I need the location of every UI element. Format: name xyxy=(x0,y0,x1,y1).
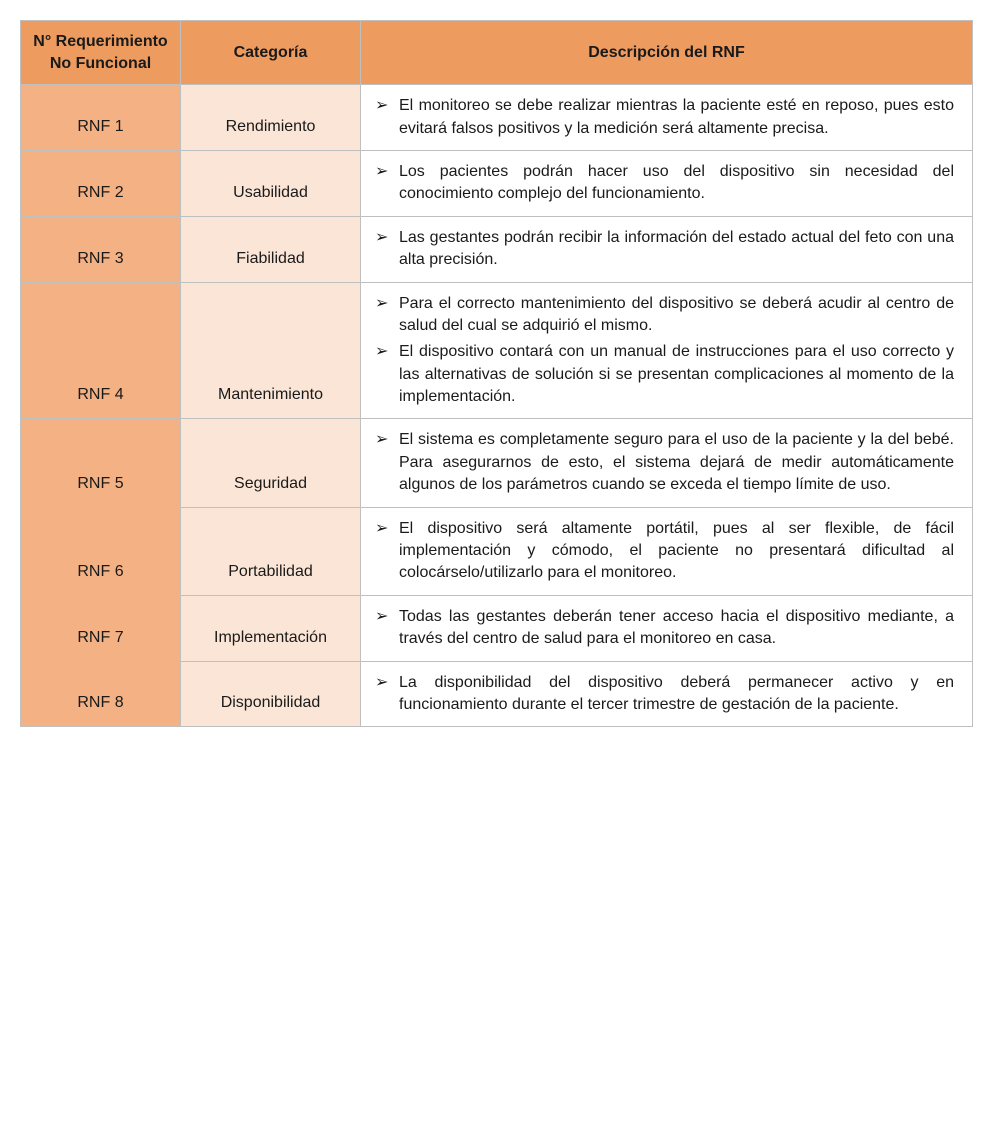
desc-list: ➢Las gestantes podrán recibir la informa… xyxy=(375,225,954,274)
cell-id: RNF 6 xyxy=(21,507,181,595)
table-row: RNF 3Fiabilidad ➢Las gestantes podrán rec… xyxy=(21,216,973,282)
cell-id: RNF 4 xyxy=(21,282,181,419)
desc-item: ➢La disponibilidad del dispositivo deber… xyxy=(375,670,954,719)
cell-cat: Usabilidad xyxy=(181,150,361,216)
cell-cat: Rendimiento xyxy=(181,85,361,151)
table-row: RNF 8Disponibilidad ➢La disponibilidad de… xyxy=(21,661,973,727)
cell-cat: Fiabilidad xyxy=(181,216,361,282)
desc-item: ➢El dispositivo será altamente portátil,… xyxy=(375,516,954,587)
desc-text: Las gestantes podrán recibir la informac… xyxy=(399,227,954,272)
desc-item: ➢Las gestantes podrán recibir la informa… xyxy=(375,225,954,274)
bullet-icon: ➢ xyxy=(375,95,399,117)
table-row: RNF 2Usabilidad ➢Los pacientes podrán hac… xyxy=(21,150,973,216)
bullet-icon: ➢ xyxy=(375,227,399,249)
table-row: RNF 6Portabilidad➢El dispositivo será al… xyxy=(21,507,973,595)
desc-text: Los pacientes podrán hacer uso del dispo… xyxy=(399,161,954,206)
desc-text: El dispositivo contará con un manual de … xyxy=(399,341,954,408)
desc-text: Para el correcto mantenimiento del dispo… xyxy=(399,293,954,338)
bullet-icon: ➢ xyxy=(375,161,399,183)
desc-item: ➢El sistema es completamente seguro para… xyxy=(375,427,954,498)
desc-item: ➢Todas las gestantes deberán tener acces… xyxy=(375,604,954,653)
table-row: RNF 1Rendimiento ➢El monitoreo se debe re… xyxy=(21,85,973,151)
cell-desc: ➢El monitoreo se debe realizar mientras … xyxy=(361,85,973,151)
bullet-icon: ➢ xyxy=(375,518,399,540)
desc-list: ➢La disponibilidad del dispositivo deber… xyxy=(375,670,954,719)
bullet-icon: ➢ xyxy=(375,429,399,451)
desc-item: ➢Para el correcto mantenimiento del disp… xyxy=(375,291,954,340)
table-row: RNF 7Implementación ➢Todas las gestantes … xyxy=(21,595,973,661)
bullet-icon: ➢ xyxy=(375,341,399,363)
cell-cat: Mantenimiento xyxy=(181,282,361,419)
cell-cat: Implementación xyxy=(181,595,361,661)
cell-id: RNF 5 xyxy=(21,419,181,507)
cell-desc: ➢Los pacientes podrán hacer uso del disp… xyxy=(361,150,973,216)
table-body: RNF 1Rendimiento➢El monitoreo se debe re… xyxy=(21,85,973,727)
desc-item: ➢El dispositivo contará con un manual de… xyxy=(375,339,954,410)
desc-item: ➢Los pacientes podrán hacer uso del disp… xyxy=(375,159,954,208)
desc-list: ➢Todas las gestantes deberán tener acces… xyxy=(375,604,954,653)
cell-cat: Seguridad xyxy=(181,419,361,507)
table-header: N° Requerimiento No Funcional Categoría … xyxy=(21,21,973,85)
table-row: RNF 4Mantenimiento ➢Para el correcto mant… xyxy=(21,282,973,419)
cell-desc: ➢Todas las gestantes deberán tener acces… xyxy=(361,595,973,661)
cell-id: RNF 7 xyxy=(21,595,181,661)
cell-desc: ➢Para el correcto mantenimiento del disp… xyxy=(361,282,973,419)
col-header-desc: Descripción del RNF xyxy=(361,21,973,85)
desc-text: El sistema es completamente seguro para … xyxy=(399,429,954,496)
desc-text: La disponibilidad del dispositivo deberá… xyxy=(399,672,954,717)
cell-id: RNF 2 xyxy=(21,150,181,216)
cell-desc: ➢El dispositivo será altamente portátil,… xyxy=(361,507,973,595)
cell-desc: ➢Las gestantes podrán recibir la informa… xyxy=(361,216,973,282)
desc-item: ➢El monitoreo se debe realizar mientras … xyxy=(375,93,954,142)
desc-list: ➢Para el correcto mantenimiento del disp… xyxy=(375,291,954,411)
desc-list: ➢Los pacientes podrán hacer uso del disp… xyxy=(375,159,954,208)
rnf-table: N° Requerimiento No Funcional Categoría … xyxy=(20,20,973,727)
desc-text: El dispositivo será altamente portátil, … xyxy=(399,518,954,585)
desc-text: El monitoreo se debe realizar mientras l… xyxy=(399,95,954,140)
desc-list: ➢El sistema es completamente seguro para… xyxy=(375,427,954,498)
bullet-icon: ➢ xyxy=(375,293,399,315)
cell-desc: ➢La disponibilidad del dispositivo deber… xyxy=(361,661,973,727)
table-row: RNF 5Seguridad➢El sistema es completamen… xyxy=(21,419,973,507)
cell-desc: ➢El sistema es completamente seguro para… xyxy=(361,419,973,507)
cell-id: RNF 3 xyxy=(21,216,181,282)
desc-list: ➢El monitoreo se debe realizar mientras … xyxy=(375,93,954,142)
cell-cat: Portabilidad xyxy=(181,507,361,595)
col-header-id: N° Requerimiento No Funcional xyxy=(21,21,181,85)
desc-list: ➢El dispositivo será altamente portátil,… xyxy=(375,516,954,587)
col-header-cat: Categoría xyxy=(181,21,361,85)
bullet-icon: ➢ xyxy=(375,606,399,628)
cell-id: RNF 8 xyxy=(21,661,181,727)
desc-text: Todas las gestantes deberán tener acceso… xyxy=(399,606,954,651)
cell-cat: Disponibilidad xyxy=(181,661,361,727)
bullet-icon: ➢ xyxy=(375,672,399,694)
cell-id: RNF 1 xyxy=(21,85,181,151)
